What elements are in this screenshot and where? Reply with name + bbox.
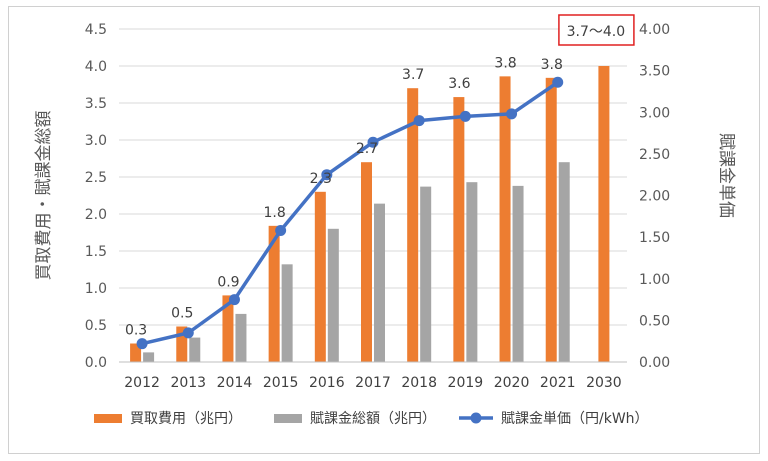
x-tick-label: 2030 bbox=[586, 375, 622, 391]
legend-surcharge-total-swatch bbox=[274, 414, 302, 423]
bar-purchase-cost bbox=[407, 88, 419, 362]
bar-surcharge-total bbox=[420, 186, 432, 362]
y-right-tick-label: 1.00 bbox=[639, 272, 670, 288]
bar-purchase-cost bbox=[361, 162, 372, 362]
bar-surcharge-total bbox=[281, 264, 293, 362]
x-tick-label: 2015 bbox=[263, 375, 299, 391]
y-left-tick-label: 2.0 bbox=[85, 207, 107, 223]
unit-price-point bbox=[506, 108, 518, 120]
legend: 買取費用（兆円） 賦課金総額（兆円） 賦課金単価（円/kWh） bbox=[94, 411, 649, 427]
data-label: 3.6 bbox=[448, 76, 470, 92]
legend-surcharge-total-label: 賦課金総額（兆円） bbox=[310, 411, 436, 427]
legend-purchase-cost-swatch bbox=[94, 414, 122, 423]
data-label: 3.8 bbox=[541, 57, 563, 73]
bar-surcharge-total bbox=[143, 352, 155, 362]
y-left-tick-label: 0.0 bbox=[85, 355, 107, 371]
unit-price-point bbox=[182, 327, 194, 339]
bar-purchase-cost bbox=[268, 225, 280, 362]
bar-surcharge-total bbox=[466, 182, 478, 362]
data-label: 2.3 bbox=[310, 171, 332, 187]
gridlines bbox=[119, 28, 627, 363]
y-right-tick-label: 4.00 bbox=[639, 22, 670, 38]
unit-price-line-path bbox=[141, 80, 559, 346]
callout-box bbox=[558, 14, 635, 46]
y-right-axis-title: 賦課金単価 bbox=[716, 133, 736, 218]
data-label: 2.7 bbox=[356, 141, 378, 157]
y-right-tick-label: 3.00 bbox=[639, 105, 670, 121]
bar-purchase-cost bbox=[176, 326, 188, 362]
unit-price-point bbox=[136, 338, 148, 350]
y-left-tick-label: 3.0 bbox=[85, 133, 107, 149]
bars bbox=[130, 66, 610, 363]
y-right-tick-label: 2.50 bbox=[639, 147, 670, 163]
data-label: 0.3 bbox=[125, 323, 147, 339]
bar-purchase-cost bbox=[222, 295, 234, 362]
x-tick-label: 2013 bbox=[170, 375, 206, 391]
bar-surcharge-total bbox=[235, 313, 247, 362]
x-tick-label: 2021 bbox=[540, 375, 576, 391]
y-right-tick-label: 0.00 bbox=[639, 355, 670, 371]
unit-price-line bbox=[136, 76, 564, 350]
unit-price-point bbox=[228, 294, 240, 306]
bar-purchase-cost bbox=[598, 66, 610, 362]
bar-purchase-cost bbox=[314, 191, 326, 362]
y-right-tick-label: 2.00 bbox=[639, 189, 670, 205]
bar-surcharge-total bbox=[327, 228, 339, 362]
axes: 0.0 0.5 1.0 1.5 2.0 2.5 3.0 3.5 4.0 4.5 0.00 0.50 1.… bbox=[34, 22, 736, 391]
x-tick-label: 2016 bbox=[309, 375, 345, 391]
y-left-axis-title: 買取費用・賦課金総額 bbox=[34, 111, 54, 281]
unit-price-point bbox=[459, 110, 471, 122]
bar-purchase-cost bbox=[453, 97, 465, 362]
y-right-tick-label: 1.50 bbox=[639, 230, 670, 246]
data-label: 0.5 bbox=[171, 305, 193, 321]
unit-price-point bbox=[321, 169, 333, 181]
legend-unit-price-label: 賦課金単価（円/kWh） bbox=[501, 411, 649, 427]
x-tick-label: 2014 bbox=[217, 375, 253, 391]
bar-surcharge-total bbox=[512, 185, 524, 362]
unit-price-point bbox=[413, 115, 425, 127]
unit-price-point bbox=[275, 224, 287, 236]
y-left-tick-label: 1.5 bbox=[85, 244, 107, 260]
data-label: 3.7 bbox=[402, 67, 424, 83]
y-left-tick-label: 3.5 bbox=[85, 96, 107, 112]
legend-unit-price-swatch-marker bbox=[470, 412, 482, 424]
y-left-tick-label: 0.5 bbox=[85, 318, 107, 334]
x-tick-label: 2020 bbox=[494, 375, 530, 391]
y-right-tick-label: 3.50 bbox=[639, 64, 670, 80]
bar-surcharge-total bbox=[558, 162, 570, 362]
legend-purchase-cost-label: 買取費用（兆円） bbox=[130, 411, 242, 427]
bar-purchase-cost bbox=[499, 76, 511, 363]
data-label: 1.8 bbox=[264, 205, 286, 221]
x-tick-label: 2017 bbox=[355, 375, 391, 391]
unit-price-point bbox=[552, 76, 564, 88]
x-tick-label: 2019 bbox=[448, 375, 484, 391]
bar-purchase-cost bbox=[130, 343, 142, 362]
x-tick-label: 2012 bbox=[124, 375, 160, 391]
y-left-tick-label: 4.0 bbox=[85, 59, 107, 75]
y-right-tick-label: 0.50 bbox=[639, 313, 670, 329]
y-left-tick-label: 2.5 bbox=[85, 170, 107, 186]
y-left-tick-label: 1.0 bbox=[85, 281, 107, 297]
callout-text: 3.7～4.0 bbox=[567, 24, 626, 40]
y-left-tick-label: 4.5 bbox=[85, 22, 107, 38]
chart-svg: 0.3 0.5 0.9 1.8 2.3 2.7 3.7 3.6 3.8 3.8 3.7～4.0 0.… bbox=[34, 14, 736, 427]
chart-frame: 0.3 0.5 0.9 1.8 2.3 2.7 3.7 3.6 3.8 3.8 3.7～4.0 0.… bbox=[8, 6, 760, 454]
unit-price-point bbox=[367, 136, 379, 148]
bar-purchase-cost bbox=[545, 77, 557, 362]
data-labels: 0.3 0.5 0.9 1.8 2.3 2.7 3.7 3.6 3.8 3.8 3.7～4.0 bbox=[125, 14, 635, 339]
data-label: 3.8 bbox=[494, 55, 516, 71]
x-tick-label: 2018 bbox=[401, 375, 437, 391]
data-label: 0.9 bbox=[217, 274, 239, 290]
bar-surcharge-total bbox=[189, 337, 201, 362]
bar-surcharge-total bbox=[374, 203, 385, 362]
